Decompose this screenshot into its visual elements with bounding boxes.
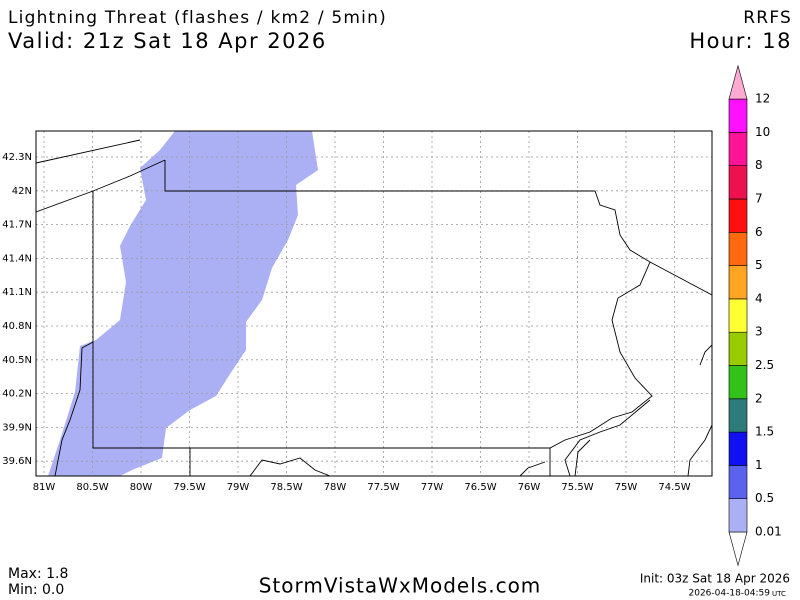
colorbar-above (728, 64, 748, 100)
timestamp: 2026-04-18-04:59 (689, 589, 771, 599)
title: Lightning Threat (flashes / km2 / 5min) (8, 8, 387, 28)
init-time: Init: 03z Sat 18 Apr 2026 (640, 572, 790, 586)
lon-label: 77W (421, 482, 444, 493)
colorbar-segment (728, 98, 748, 133)
lat-label: 42.3N (2, 152, 32, 163)
lon-label: 75W (615, 482, 638, 493)
lon-label: 78.5W (270, 482, 302, 493)
lon-label: 76.5W (464, 482, 496, 493)
model: RRFS (743, 8, 792, 28)
colorbar-segment (728, 498, 748, 533)
lat-label: 42N (12, 186, 32, 197)
lon-label: 79.5W (173, 482, 205, 493)
lon-label: 77.5W (367, 482, 399, 493)
min-value: Min: 0.0 (8, 582, 64, 598)
colorbar-below (728, 531, 748, 567)
timezone: UTC (772, 590, 786, 598)
lat-label: 39.9N (2, 422, 32, 433)
colorbar-label: 4 (755, 291, 763, 305)
lat-label: 40.8N (2, 321, 32, 332)
lat-label: 40.5N (2, 355, 32, 366)
colorbar-label: 1.5 (755, 425, 774, 439)
colorbar-segment (728, 398, 748, 433)
lat-label: 41.4N (2, 253, 32, 264)
lon-label: 75.5W (561, 482, 593, 493)
map-frame (35, 130, 713, 477)
lat-label: 41.1N (2, 287, 32, 298)
colorbar-segment (728, 298, 748, 333)
colorbar-label: 7 (755, 192, 763, 206)
lon-label: 80.5W (76, 482, 108, 493)
lon-label: 78W (324, 482, 347, 493)
colorbar-label: 0.01 (755, 525, 782, 539)
colorbar-label: 3 (755, 325, 763, 339)
map-area (36, 131, 712, 476)
valid-time: Valid: 21z Sat 18 Apr 2026 (8, 29, 327, 53)
colorbar-segment (728, 265, 748, 300)
lon-label: 80W (130, 482, 153, 493)
colorbar-label: 8 (755, 158, 763, 172)
colorbar-segment (728, 132, 748, 166)
colorbar-segment (728, 331, 748, 366)
colorbar-segment (728, 198, 748, 233)
borders (36, 139, 712, 476)
colorbar-segment (728, 431, 748, 466)
site: StormVistaWxModels.com (259, 574, 542, 598)
colorbar-label: 5 (755, 258, 763, 272)
colorbar-label: 6 (755, 225, 763, 239)
colorbar-segment (728, 465, 748, 499)
lon-label: 76W (518, 482, 541, 493)
lon-label: 81W (33, 482, 56, 493)
lat-label: 41.7N (2, 220, 32, 231)
colorbar-label: 12 (755, 92, 770, 106)
colorbar-segment (728, 232, 748, 266)
lightning-area (48, 131, 318, 476)
colorbar-label: 2 (755, 391, 763, 405)
lon-label: 74.5W (658, 482, 690, 493)
colorbar-label: 1 (755, 458, 763, 472)
lon-label: 79W (227, 482, 250, 493)
colorbar-segment (728, 365, 748, 400)
colorbar-segment (728, 165, 748, 200)
lat-label: 39.6N (2, 456, 32, 467)
colorbar-label: 2.5 (755, 358, 774, 372)
max-value: Max: 1.8 (8, 566, 68, 582)
colorbar-label: 0.5 (755, 491, 774, 505)
forecast-hour: Hour: 18 (689, 29, 792, 53)
lat-label: 40.2N (2, 389, 32, 400)
colorbar-label: 10 (755, 125, 770, 139)
